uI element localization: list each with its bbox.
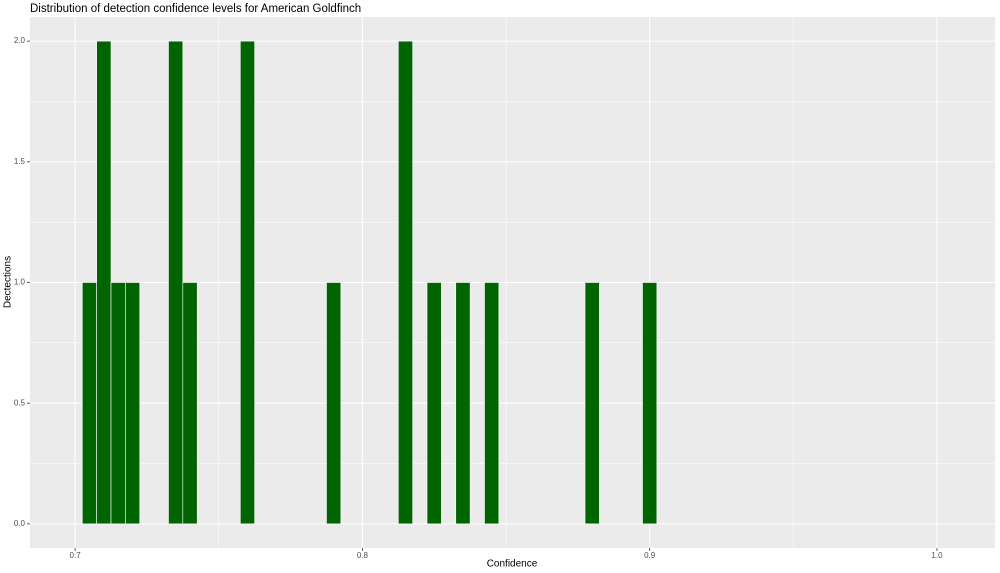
bar [642,282,658,525]
x-axis-title: Confidence [487,559,538,570]
bar [239,40,255,525]
bar [96,40,112,525]
x-tick-label: 0.9 [644,551,656,560]
bar [182,282,198,525]
y-tick-label: 0.0 [14,519,26,528]
bar [168,40,184,525]
x-tick-label: 0.8 [357,551,369,560]
y-axis-title: Dectections [3,256,14,308]
bar [110,282,126,525]
bar [426,282,442,525]
bar [484,282,500,525]
y-tick-label: 1.5 [14,157,26,166]
bar [398,40,413,525]
chart-title: Distribution of detection confidence lev… [30,3,361,15]
bar [81,282,97,525]
y-tick-label: 0.5 [14,398,26,407]
bar [125,282,141,525]
bar [326,282,342,525]
x-tick-label: 1.0 [931,551,943,560]
y-tick-label: 1.0 [14,278,26,287]
y-tick-label: 2.0 [14,36,26,45]
bar [584,282,600,525]
bar [455,282,471,525]
x-tick-label: 0.7 [70,551,82,560]
